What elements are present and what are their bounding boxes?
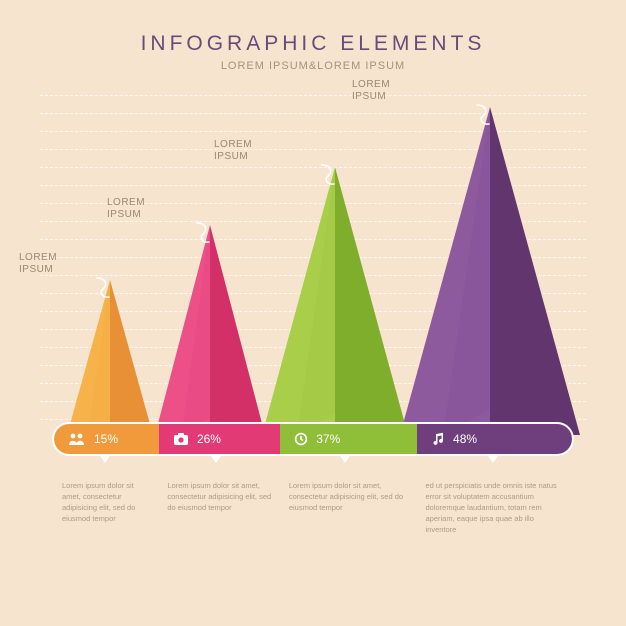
bottom-text-b: Lorem ipsum dolor sit amet, consectetur … (159, 480, 280, 535)
connector-curl (194, 221, 212, 243)
tick-row (54, 454, 572, 468)
header: INFOGRAPHIC ELEMENTS LOREM IPSUM&LOREM I… (0, 0, 626, 72)
connector-curl (474, 103, 492, 125)
pyramid-label-a: LOREMIPSUM (19, 252, 79, 276)
pyramid-chart: LOREMIPSUM LOREMIPSUM LOREMIPSUM LOREMIP… (0, 95, 626, 435)
page-subtitle: LOREM IPSUM&LOREM IPSUM (0, 60, 626, 72)
tick-marker (98, 453, 112, 463)
bottom-text-d: ed ut perspiciatis unde omnis iste natus… (417, 480, 572, 535)
bottom-text-c: Lorem ipsum dolor sit amet, consectetur … (281, 480, 418, 535)
bottom-text-a: Lorem ipsum dolor sit amet, consectetur … (54, 480, 159, 535)
percent-segment-c: 37% (280, 424, 417, 454)
percent-value: 15% (94, 432, 118, 446)
bottom-text-row: Lorem ipsum dolor sit amet, consectetur … (54, 480, 572, 535)
tick-marker (209, 453, 223, 463)
pyramid-label-d: LOREMIPSUM (352, 79, 412, 103)
percent-segment-d: 48% (417, 424, 572, 454)
percent-value: 37% (316, 432, 340, 446)
percent-segment-b: 26% (159, 424, 280, 454)
pyramid-label-c: LOREMIPSUM (214, 139, 274, 163)
percent-segment-a: 15% (54, 424, 159, 454)
page-title: INFOGRAPHIC ELEMENTS (0, 32, 626, 56)
tick-marker (338, 453, 352, 463)
percent-value: 48% (453, 432, 477, 446)
pyramid-b (155, 225, 265, 435)
percent-bar: 15% 26% 37% 48% (54, 424, 572, 454)
pyramid-d (400, 107, 580, 435)
pyramid-label-b: LOREMIPSUM (107, 197, 167, 221)
percent-value: 26% (197, 432, 221, 446)
tick-marker (486, 453, 500, 463)
pyramid-a (67, 280, 153, 435)
pyramid-c (262, 167, 408, 435)
connector-curl (319, 163, 337, 185)
connector-curl (94, 276, 112, 298)
